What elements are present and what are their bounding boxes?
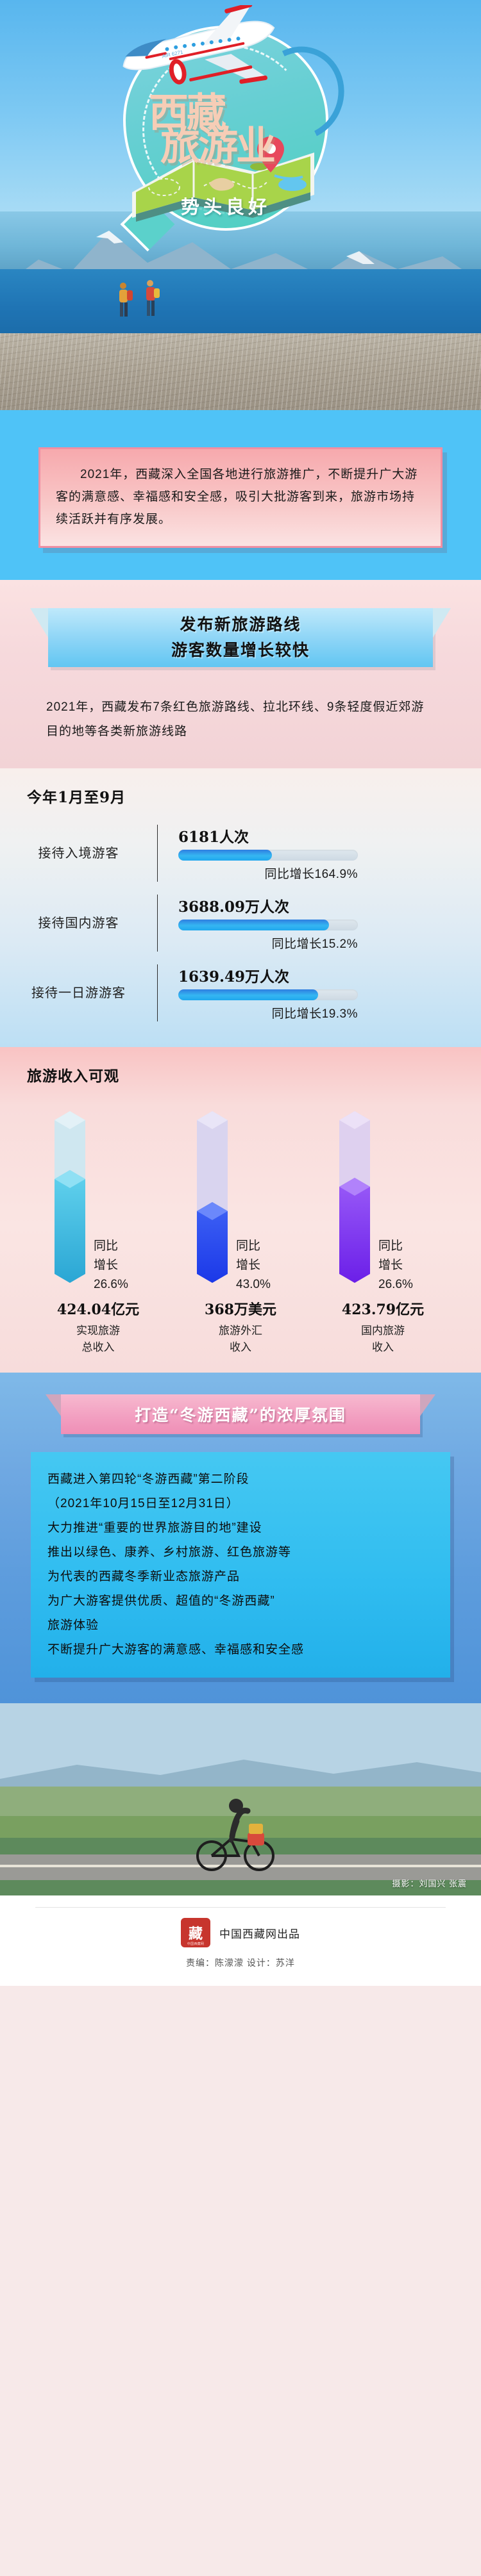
revenue-values-row: 424.04亿元 实现旅游 总收入 368万美元 旅游外汇 收入 423.79亿元 … <box>27 1294 454 1356</box>
revenue-growth-0: 同比 增长 26.6% <box>94 1237 144 1294</box>
revenue-col-1: 368万美元 旅游外汇 收入 <box>176 1294 305 1356</box>
row-divider <box>157 825 158 882</box>
revenue-bar-1: 同比 增长 43.0% <box>195 1109 286 1294</box>
revenue-prism-2 <box>339 1111 370 1283</box>
revenue-growth-label-1: 同比 增长 <box>236 1239 261 1272</box>
visitor-progress-track-1 <box>178 920 358 930</box>
footer-credit: 责编：陈濛濛 设计：苏洋 <box>186 1958 295 1968</box>
revenue-growth-pct-1: 43.0% <box>236 1278 271 1291</box>
photo-illustration <box>0 1703 481 1895</box>
row-divider <box>157 895 158 952</box>
visitors-section: 今年1月至9月 接待入境游客 6181人次 同比增长164.9% 接待国内游客 … <box>0 768 481 1047</box>
routes-banner-line2: 游客数量增长较快 <box>171 641 310 659</box>
hiker-figure-right <box>146 280 160 316</box>
revenue-section: 旅游收入可观 同比 增长 26.6% <box>0 1047 481 1373</box>
revenue-bar-0: 同比 增长 26.6% <box>53 1109 144 1294</box>
intro-paragraph: 2021年，西藏深入全国各地进行旅游推广，不断提升广大游客的满意感、幸福感和安全… <box>56 468 418 526</box>
row-divider <box>157 964 158 1021</box>
visitor-label-0: 接待入境游客 <box>38 846 119 861</box>
photo-credit: 摄影：刘国兴 张震 <box>392 1879 467 1888</box>
revenue-growth-1: 同比 增长 43.0% <box>236 1237 286 1294</box>
blue-spacer-top <box>0 410 481 447</box>
visitors-heading: 今年1月至9月 <box>27 789 126 806</box>
location-pin-icon <box>257 136 284 172</box>
revenue-caption-0: 实现旅游 总收入 <box>76 1325 120 1353</box>
winter-paragraph: 西藏进入第四轮“冬游西藏”第二阶段 （2021年10月15日至12月31日） 大力推… <box>47 1473 305 1656</box>
visitor-value-0: 6181人次 <box>178 829 249 846</box>
hero-title-line1: 西藏 <box>149 89 226 136</box>
revenue-growth-label-0: 同比 增长 <box>94 1239 119 1272</box>
logo-glyph: 藏 <box>188 1926 203 1942</box>
cyclist-figure <box>196 1799 274 1871</box>
revenue-bar-2: 同比 增长 26.6% <box>337 1109 428 1294</box>
revenue-growth-pct-0: 26.6% <box>94 1278 128 1291</box>
visitor-progress-track-0 <box>178 850 358 861</box>
visitor-progress-fill-2 <box>178 989 319 1000</box>
visitor-label-2: 接待一日游游客 <box>31 986 126 1000</box>
revenue-growth-2: 同比 增长 26.6% <box>378 1237 428 1294</box>
airplane-icon: AIR 6271 <box>122 5 275 85</box>
winter-banner-text: 打造“冬游西藏”的浓厚氛围 <box>135 1406 346 1424</box>
routes-banner: 发布新旅游路线 游客数量增长较快 <box>30 608 451 667</box>
hiker-figure-left <box>119 283 133 317</box>
visitor-growth-0: 同比增长164.9% <box>264 868 358 881</box>
routes-section: 发布新旅游路线 游客数量增长较快 2021年，西藏发布7条红色旅游路线、拉北环线… <box>0 580 481 768</box>
revenue-col-0: 424.04亿元 实现旅游 总收入 <box>34 1294 162 1356</box>
footer-organization: 中国西藏网出品 <box>219 1928 300 1940</box>
intro-section: 2021年，西藏深入全国各地进行旅游推广，不断提升广大游客的满意感、幸福感和安全… <box>0 447 481 580</box>
footer-divider <box>35 1907 446 1908</box>
cyclist-photo: 摄影：刘国兴 张震 <box>0 1703 481 1895</box>
revenue-prism-0 <box>55 1111 85 1283</box>
revenue-value-0: 424.04亿元 <box>56 1301 140 1318</box>
visitor-row-1: 接待国内游客 3688.09万人次 同比增长15.2% <box>0 888 481 958</box>
routes-paragraph: 2021年，西藏发布7条红色旅游路线、拉北环线、9条轻度假近郊游目的地等各类新旅… <box>46 700 425 738</box>
revenue-heading: 旅游收入可观 <box>27 1068 119 1085</box>
revenue-caption-2: 国内旅游 收入 <box>361 1325 405 1353</box>
revenue-bars: 同比 增长 26.6% 同比 增长 <box>27 1102 454 1294</box>
lake-water <box>0 269 481 340</box>
visitor-progress-track-2 <box>178 989 358 1000</box>
winter-section: 打造“冬游西藏”的浓厚氛围 西藏进入第四轮“冬游西藏”第二阶段 （2021年10月… <box>0 1373 481 1703</box>
visitor-value-1: 3688.09万人次 <box>178 898 290 916</box>
revenue-growth-pct-2: 26.6% <box>378 1278 413 1291</box>
winter-text-box: 西藏进入第四轮“冬游西藏”第二阶段 （2021年10月15日至12月31日） 大力推… <box>31 1452 450 1678</box>
hero-banner: AIR 6271 西藏 旅游业 势头良好 <box>0 0 481 410</box>
revenue-prism-1 <box>197 1111 228 1283</box>
gravel-shore <box>0 333 481 410</box>
hero-title: 西藏 旅游业 <box>149 93 341 169</box>
visitor-progress-fill-0 <box>178 850 272 861</box>
winter-banner: 打造“冬游西藏”的浓厚氛围 <box>46 1394 435 1434</box>
china-tibet-net-logo: 藏 中国西藏网 <box>181 1918 210 1947</box>
revenue-col-2: 423.79亿元 国内旅游 收入 <box>319 1294 447 1356</box>
visitor-row-0: 接待入境游客 6181人次 同比增长164.9% <box>0 818 481 888</box>
revenue-value-1: 368万美元 <box>205 1301 276 1318</box>
routes-banner-line1: 发布新旅游路线 <box>180 615 301 634</box>
visitor-row-2: 接待一日游游客 1639.49万人次 同比增长19.3% <box>0 958 481 1028</box>
logo-subtext: 中国西藏网 <box>187 1942 205 1946</box>
revenue-value-2: 423.79亿元 <box>341 1301 425 1318</box>
hero-slogan: 势头良好 <box>180 196 271 218</box>
visitor-value-2: 1639.49万人次 <box>178 968 290 986</box>
visitor-label-1: 接待国内游客 <box>38 916 119 930</box>
visitor-growth-2: 同比增长19.3% <box>271 1007 358 1021</box>
visitor-growth-1: 同比增长15.2% <box>271 937 358 951</box>
visitor-progress-fill-1 <box>178 920 330 930</box>
hero-title-line2: 旅游业 <box>160 122 276 169</box>
revenue-growth-label-2: 同比 增长 <box>378 1239 403 1272</box>
intro-text-box: 2021年，西藏深入全国各地进行旅游推广，不断提升广大游客的满意感、幸福感和安全… <box>38 447 443 548</box>
revenue-caption-1: 旅游外汇 收入 <box>219 1325 262 1353</box>
page-footer: 藏 中国西藏网 中国西藏网出品 责编：陈濛濛 设计：苏洋 <box>0 1895 481 1986</box>
